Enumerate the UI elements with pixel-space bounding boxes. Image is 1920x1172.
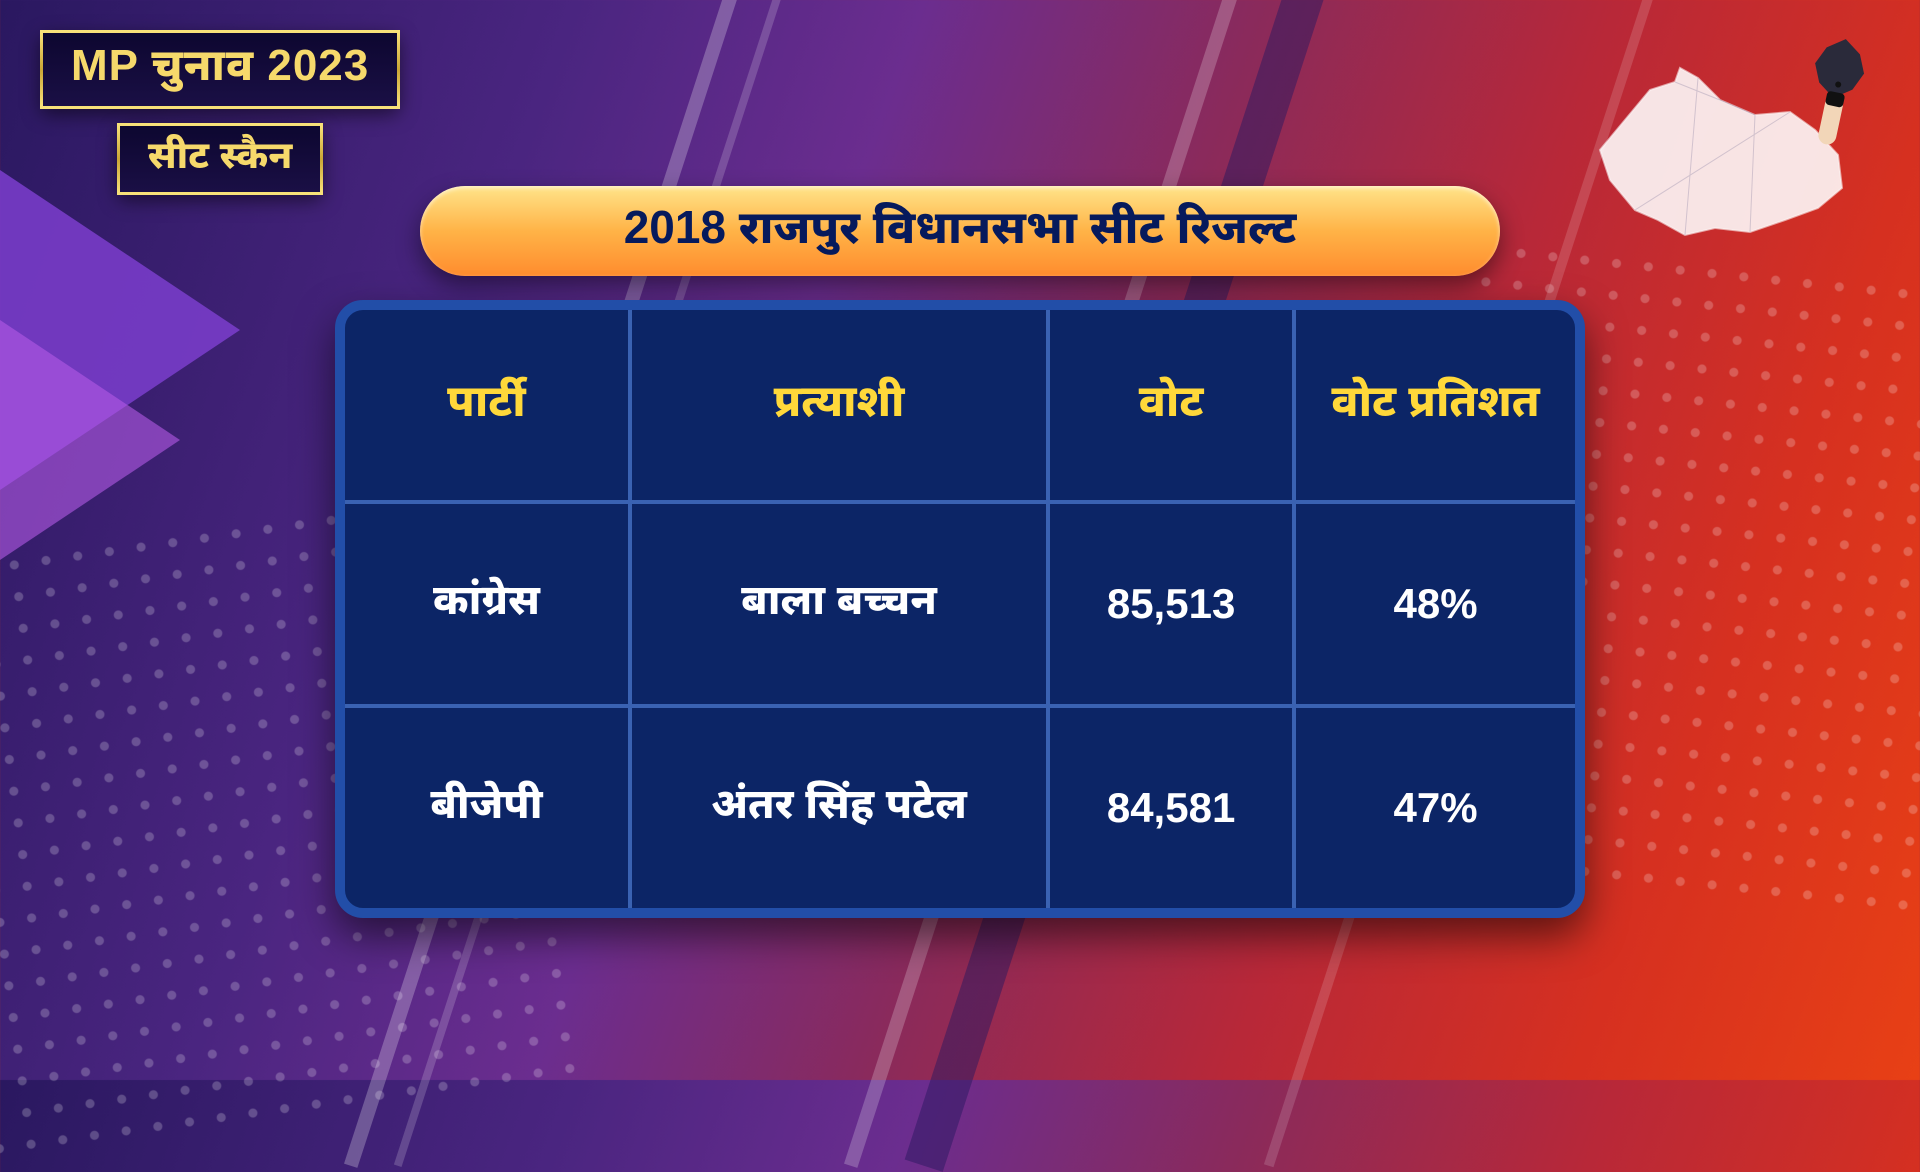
voting-finger-icon [1780, 20, 1890, 160]
cell-party: कांग्रेस [345, 504, 628, 704]
bg-triangle-accent [0, 170, 240, 490]
cell-votes: 85,513 [1046, 504, 1292, 704]
cell-candidate: अंतर सिंह पटेल [628, 708, 1046, 908]
result-title-text: 2018 राजपुर विधानसभा सीट रिजल्ट [624, 200, 1297, 262]
results-table: पार्टी प्रत्याशी वोट वोट प्रतिशत कांग्रे… [335, 300, 1585, 918]
badge-subtitle: सीट स्कैन [117, 123, 323, 195]
table-header-row: पार्टी प्रत्याशी वोट वोट प्रतिशत [345, 310, 1575, 500]
table-row: कांग्रेस बाला बच्चन 85,513 48% [345, 500, 1575, 704]
cell-vote-pct: 47% [1292, 708, 1575, 908]
state-map-icon [1580, 60, 1860, 250]
col-party: पार्टी [345, 310, 628, 500]
cell-votes: 84,581 [1046, 708, 1292, 908]
col-vote-pct: वोट प्रतिशत [1292, 310, 1575, 500]
header-badge: MP चुनाव 2023 सीट स्कैन [40, 30, 400, 195]
col-votes: वोट [1046, 310, 1292, 500]
badge-subtitle-text: सीट स्कैन [148, 135, 292, 177]
table-row: बीजेपी अंतर सिंह पटेल 84,581 47% [345, 704, 1575, 908]
cell-party: बीजेपी [345, 708, 628, 908]
bg-triangle-accent [0, 320, 180, 560]
result-title-pill: 2018 राजपुर विधानसभा सीट रिजल्ट [420, 186, 1500, 276]
col-candidate: प्रत्याशी [628, 310, 1046, 500]
cell-vote-pct: 48% [1292, 504, 1575, 704]
cell-candidate: बाला बच्चन [628, 504, 1046, 704]
badge-main: MP चुनाव 2023 [40, 30, 400, 109]
badge-main-text: MP चुनाव 2023 [71, 41, 369, 90]
